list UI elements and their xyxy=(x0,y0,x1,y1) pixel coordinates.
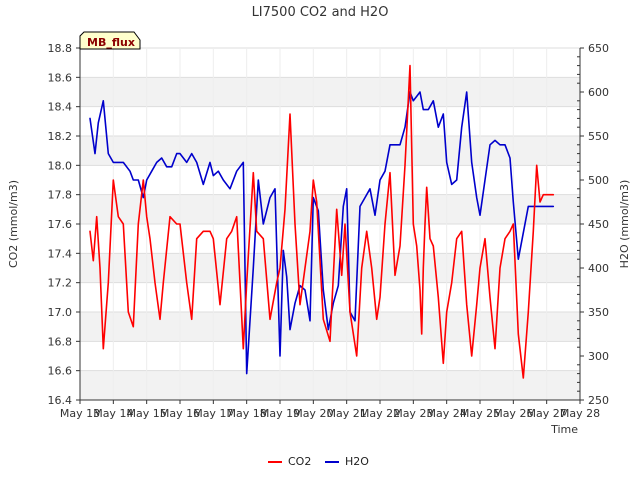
x-tick-label: May 20 xyxy=(293,407,333,420)
x-tick-label: May 28 xyxy=(560,407,600,420)
y-left-tick-label: 16.4 xyxy=(48,394,73,407)
series-line-co2 xyxy=(89,64,555,379)
x-tick-label: May 22 xyxy=(360,407,400,420)
x-tick-label: May 24 xyxy=(427,407,467,420)
y-left-tick-label: 18.4 xyxy=(48,101,73,114)
y-right-tick-label: 600 xyxy=(588,86,609,99)
legend: CO2 H2O xyxy=(268,455,369,468)
site-tag: MB_flux xyxy=(79,31,141,50)
grid-band xyxy=(80,136,580,166)
y-left-tick-label: 16.6 xyxy=(48,365,73,378)
y-left-tick-label: 18.2 xyxy=(48,130,73,143)
x-tick-label: May 14 xyxy=(93,407,133,420)
y-left-tick-label: 18.0 xyxy=(48,159,73,172)
chart-title: LI7500 CO2 and H2O xyxy=(252,5,389,20)
y-left-tick-label: 17.8 xyxy=(48,189,73,202)
x-tick-label: May 16 xyxy=(160,407,200,420)
y-left-tick-label: 17.6 xyxy=(48,218,73,231)
y-right-tick-label: 500 xyxy=(588,174,609,187)
y-right-tick-label: 250 xyxy=(588,394,609,407)
legend-label-h2o: H2O xyxy=(345,455,369,468)
y-left-tick-label: 17.0 xyxy=(48,306,73,319)
grid-band xyxy=(80,370,580,400)
y-axis-right-minor-ticks xyxy=(577,56,580,392)
y-left-tick-label: 16.8 xyxy=(48,335,73,348)
x-tick-label: May 15 xyxy=(127,407,167,420)
y-left-tick-label: 18.8 xyxy=(48,42,73,55)
y-left-tick-label: 17.2 xyxy=(48,277,73,290)
grid-band xyxy=(80,77,580,107)
y-right-tick-label: 650 xyxy=(588,42,609,55)
x-tick-label: May 26 xyxy=(493,407,533,420)
y-left-tick-label: 17.4 xyxy=(48,247,73,260)
x-tick-label: May 27 xyxy=(527,407,567,420)
grid-band xyxy=(80,194,580,224)
x-tick-label: May 19 xyxy=(260,407,300,420)
y-right-tick-label: 450 xyxy=(588,218,609,231)
x-tick-label: May 23 xyxy=(393,407,433,420)
y-right-tick-label: 300 xyxy=(588,350,609,363)
x-tick-label: May 21 xyxy=(327,407,367,420)
y-left-tick-label: 18.6 xyxy=(48,71,73,84)
legend-label-co2: CO2 xyxy=(288,455,311,468)
grid-bands xyxy=(80,47,580,401)
x-tick-label: May 25 xyxy=(460,407,500,420)
y-right-tick-label: 550 xyxy=(588,130,609,143)
x-tick-label: May 13 xyxy=(60,407,100,420)
y-axis-right-title: H2O (mmol/m3) xyxy=(618,180,631,269)
y-axis-left-ticks: 16.4 16.6 16.8 17.0 17.2 17.4 17.6 17.8 18.0 18.2… xyxy=(48,42,80,407)
series-layer xyxy=(89,64,555,379)
y-right-tick-label: 400 xyxy=(588,262,609,275)
x-tick-label: May 17 xyxy=(193,407,233,420)
y-right-tick-label: 350 xyxy=(588,306,609,319)
series-line-h2o xyxy=(89,91,555,375)
x-tick-label: May 18 xyxy=(227,407,267,420)
site-label: MB_flux xyxy=(87,36,135,49)
x-axis-title: Time xyxy=(550,423,578,436)
y-axis-right-ticks: 250 300 350 400 450 500 550 600 650 xyxy=(580,42,609,407)
y-axis-left-title: CO2 (mmol/m3) xyxy=(7,180,20,268)
